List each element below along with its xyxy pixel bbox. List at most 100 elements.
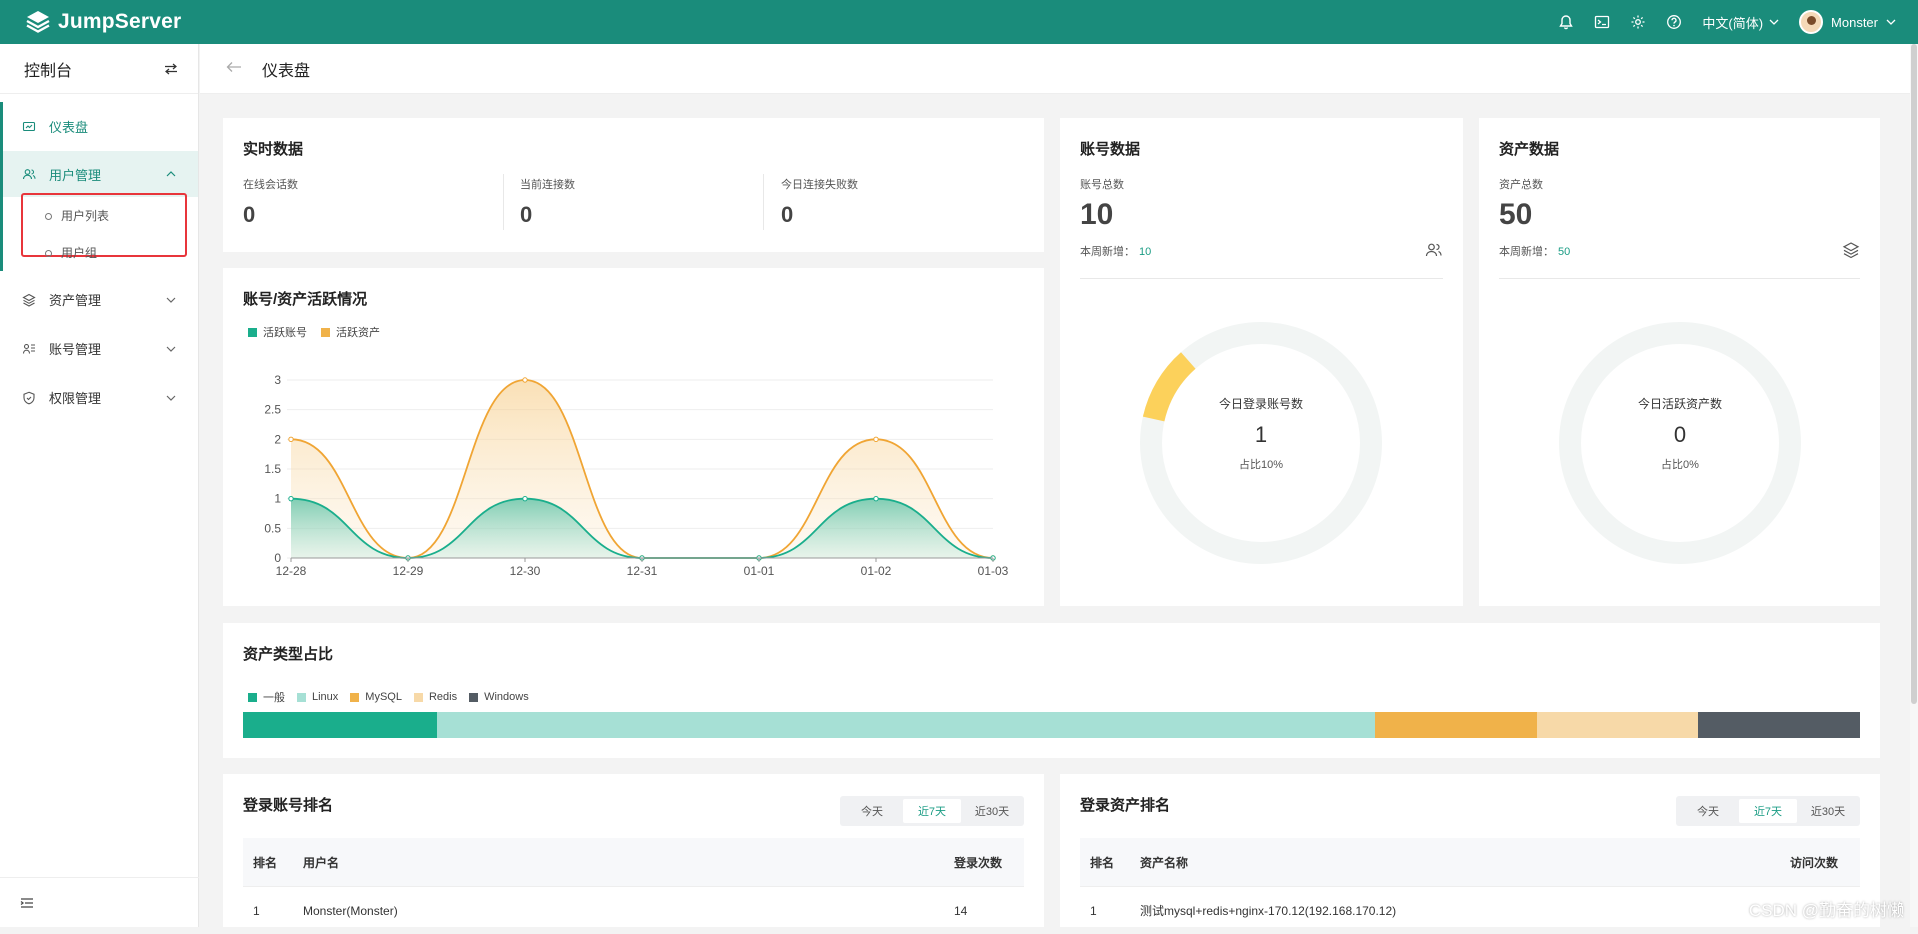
help-icon[interactable] bbox=[1656, 0, 1692, 44]
legend-label[interactable]: Redis bbox=[429, 691, 457, 703]
legend-swatch bbox=[248, 693, 257, 702]
data-point bbox=[289, 437, 293, 441]
legend-swatch bbox=[469, 693, 478, 702]
column-header: 用户名 bbox=[303, 854, 954, 871]
sidebar-title: 控制台 bbox=[24, 57, 72, 81]
y-tick-label: 0 bbox=[274, 551, 281, 565]
column-header: 排名 bbox=[1080, 854, 1140, 871]
settings-icon[interactable] bbox=[1620, 0, 1656, 44]
y-tick-label: 3 bbox=[274, 373, 281, 387]
dashboard-icon bbox=[22, 120, 36, 134]
chevron-down-icon bbox=[166, 346, 176, 352]
legend-label[interactable]: 一般 bbox=[263, 689, 285, 705]
asset-types-legend: 一般 Linux MySQL Redis Windows bbox=[248, 689, 529, 705]
stat-value: 0 bbox=[781, 202, 858, 228]
total-value: 10 bbox=[1080, 198, 1113, 232]
tab-7days[interactable]: 近7天 bbox=[1739, 799, 1797, 823]
asset-type-segment[interactable] bbox=[1375, 712, 1537, 738]
sidebar-item-permissions[interactable]: 权限管理 bbox=[0, 373, 198, 422]
column-header: 排名 bbox=[243, 854, 303, 871]
legend-swatch bbox=[297, 693, 306, 702]
chevron-down-icon bbox=[166, 395, 176, 401]
x-tick-label: 12-31 bbox=[627, 564, 658, 578]
x-tick-label: 12-28 bbox=[276, 564, 307, 578]
language-label: 中文(简体) bbox=[1702, 13, 1763, 32]
table-cell: 1 bbox=[1080, 904, 1140, 918]
y-tick-label: 2.5 bbox=[264, 403, 281, 417]
sidebar-subitem-user-group[interactable]: 用户组 bbox=[3, 234, 198, 271]
assets-card: 资产数据 资产总数 50 本周新增：50 今日活跃资产数 0 占比0% bbox=[1479, 118, 1880, 606]
legend-label[interactable]: Linux bbox=[312, 691, 338, 703]
back-arrow-icon[interactable] bbox=[226, 60, 242, 78]
sidebar-item-dashboard[interactable]: 仪表盘 bbox=[0, 102, 198, 151]
realtime-card: 实时数据 在线会话数 0 当前连接数 0 今日连接失败数 0 bbox=[223, 118, 1044, 252]
asset-type-segment[interactable] bbox=[1537, 712, 1699, 738]
tab-7days[interactable]: 近7天 bbox=[903, 799, 961, 823]
x-tick-label: 12-30 bbox=[510, 564, 541, 578]
tab-today[interactable]: 今天 bbox=[1679, 799, 1737, 823]
permission-icon bbox=[22, 391, 36, 405]
asset-types-bar bbox=[243, 712, 1860, 738]
donut-value: 1 bbox=[1136, 422, 1386, 448]
user-menu[interactable]: Monster bbox=[1799, 10, 1896, 34]
tab-30days[interactable]: 近30天 bbox=[963, 799, 1021, 823]
tab-today[interactable]: 今天 bbox=[843, 799, 901, 823]
x-tick-label: 01-01 bbox=[744, 564, 775, 578]
language-select[interactable]: 中文(简体) bbox=[1702, 13, 1779, 32]
stat-online-sessions: 在线会话数 0 bbox=[243, 176, 298, 228]
asset-type-segment[interactable] bbox=[243, 712, 437, 738]
y-tick-label: 1.5 bbox=[264, 462, 281, 476]
tab-30days[interactable]: 近30天 bbox=[1799, 799, 1857, 823]
stat-failed-connections: 今日连接失败数 0 bbox=[781, 176, 858, 228]
asset-type-segment[interactable] bbox=[1698, 712, 1860, 738]
sidebar-item-label: 权限管理 bbox=[49, 388, 101, 407]
sidebar-item-label: 资产管理 bbox=[49, 290, 101, 309]
table-header: 排名 资产名称 访问次数 bbox=[1080, 838, 1860, 886]
column-header: 访问次数 bbox=[1790, 854, 1860, 871]
accounts-icon bbox=[22, 342, 36, 356]
new-this-week: 本周新增：50 bbox=[1499, 243, 1570, 259]
bell-icon[interactable] bbox=[1548, 0, 1584, 44]
collapse-sidebar-icon[interactable] bbox=[20, 897, 34, 909]
donut-label: 今日登录账号数 bbox=[1136, 395, 1386, 412]
table-cell: 测试mysql+redis+nginx-170.12(192.168.170.1… bbox=[1140, 902, 1790, 919]
new-value: 10 bbox=[1139, 246, 1151, 258]
table-cell: Monster(Monster) bbox=[303, 904, 954, 918]
sidebar-footer bbox=[0, 877, 199, 927]
watermark: CSDN @勤奋的树懒 bbox=[1749, 896, 1904, 921]
x-tick-label: 12-29 bbox=[393, 564, 424, 578]
sidebar-subitem-label: 用户组 bbox=[61, 244, 97, 261]
app-logo[interactable]: JumpServer bbox=[24, 9, 181, 35]
switch-view-icon[interactable] bbox=[164, 63, 178, 75]
users-icon bbox=[22, 167, 36, 181]
asset-types-card: 资产类型占比 一般 Linux MySQL Redis Windows bbox=[223, 623, 1880, 758]
column-header: 资产名称 bbox=[1140, 854, 1790, 871]
app-name: JumpServer bbox=[58, 10, 181, 34]
terminal-icon[interactable] bbox=[1584, 0, 1620, 44]
stat-label: 今日连接失败数 bbox=[781, 176, 858, 192]
sidebar-subitem-user-list[interactable]: 用户列表 bbox=[3, 197, 198, 234]
donut-center: 今日活跃资产数 0 占比0% bbox=[1555, 395, 1805, 472]
new-value: 50 bbox=[1558, 246, 1570, 258]
login-accounts-card: 登录账号排名 今天 近7天 近30天 排名 用户名 登录次数 1 Monster… bbox=[223, 774, 1044, 927]
chevron-down-icon bbox=[166, 297, 176, 303]
page-scrollbar[interactable] bbox=[1910, 44, 1918, 927]
donut-percent: 占比10% bbox=[1136, 456, 1386, 472]
username: Monster bbox=[1831, 15, 1878, 30]
card-title: 登录账号排名 bbox=[243, 794, 333, 815]
sidebar-item-accounts[interactable]: 账号管理 bbox=[0, 324, 198, 373]
accounts-card: 账号数据 账号总数 10 本周新增：10 今日登录账号数 1 占比10% bbox=[1060, 118, 1463, 606]
legend-label[interactable]: MySQL bbox=[365, 691, 402, 703]
sidebar-item-users[interactable]: 用户管理 bbox=[0, 151, 198, 197]
card-title: 实时数据 bbox=[243, 138, 303, 159]
scrollbar-thumb[interactable] bbox=[1911, 44, 1917, 704]
chevron-down-icon bbox=[1769, 19, 1779, 25]
sidebar-item-assets[interactable]: 资产管理 bbox=[0, 275, 198, 324]
chevron-up-icon bbox=[166, 171, 176, 177]
asset-type-segment[interactable] bbox=[437, 712, 1375, 738]
data-point bbox=[874, 437, 878, 441]
card-title: 登录资产排名 bbox=[1080, 794, 1170, 815]
legend-label[interactable]: Windows bbox=[484, 691, 529, 703]
